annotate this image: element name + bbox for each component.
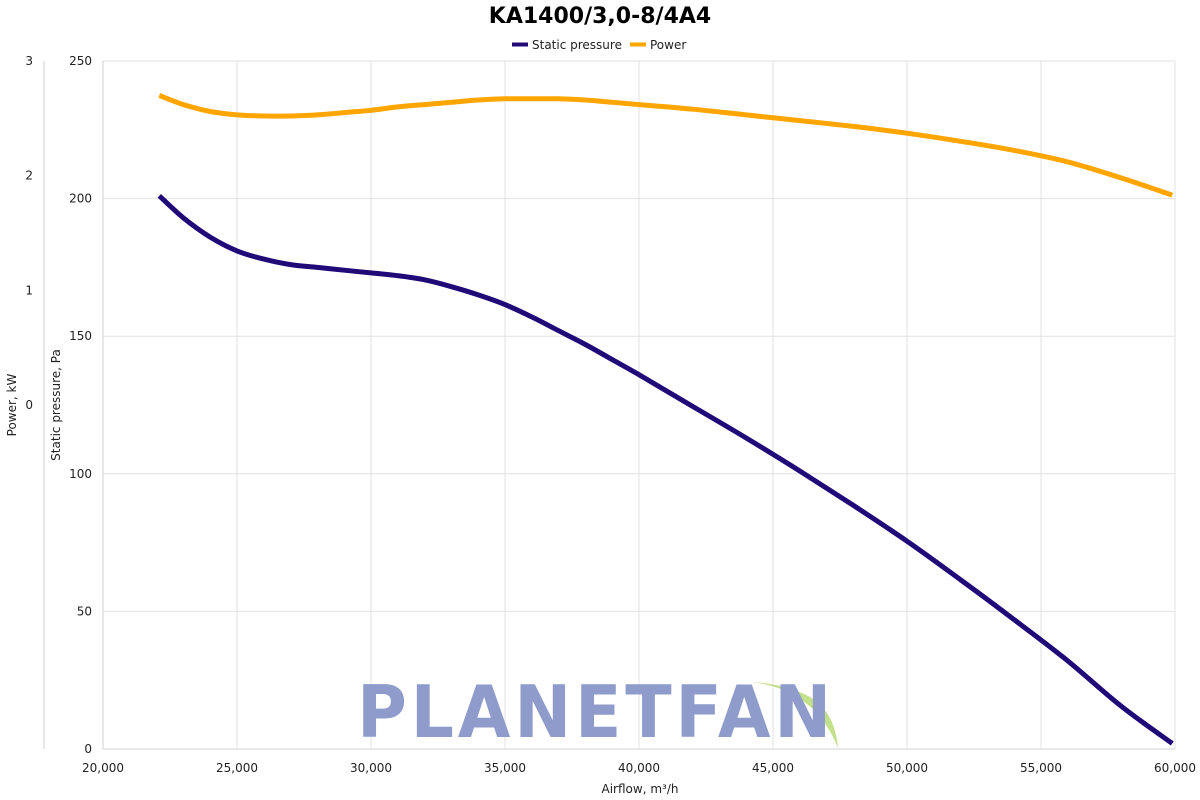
x-tick-label: 50,000	[886, 761, 928, 775]
legend: Static pressure Power	[512, 38, 686, 52]
power-tick-label: 2	[25, 169, 33, 183]
legend-label-static-pressure: Static pressure	[532, 38, 622, 52]
x-tick-label: 40,000	[618, 761, 660, 775]
x-tick-label: 60,000	[1154, 761, 1196, 775]
pressure-axis-label: Static pressure, Pa	[49, 349, 63, 461]
x-tick-label: 30,000	[350, 761, 392, 775]
grid	[102, 60, 1176, 750]
x-tick-label: 55,000	[1020, 761, 1062, 775]
axes: 20,000 25,000 30,000 35,000 40,000 45,000 50,0…	[25, 54, 1196, 775]
series-lines	[157, 93, 1174, 746]
series-line-power	[158, 93, 1174, 198]
x-tick-label: 45,000	[752, 761, 794, 775]
pressure-tick-label: 200	[69, 192, 92, 206]
power-axis-label: Power, kW	[5, 374, 19, 437]
x-axis-label: Airflow, m³/h	[602, 782, 679, 796]
planetfan-logo: PLANETFAN	[357, 670, 838, 754]
x-tick-label: 35,000	[484, 761, 526, 775]
x-tick-label: 20,000	[82, 761, 124, 775]
pressure-tick-label: 250	[69, 54, 92, 68]
series-line-static-pressure	[157, 193, 1174, 746]
pressure-tick-label: 150	[69, 329, 92, 343]
watermark-text: PLANETFAN	[357, 670, 835, 754]
power-tick-label: 0	[25, 398, 33, 412]
pressure-tick-label: 50	[77, 604, 92, 618]
chart-title: KA1400/3,0-8/4A4	[489, 4, 711, 29]
power-tick-label: 3	[25, 54, 33, 68]
power-tick-label: 1	[25, 283, 33, 297]
leaf-shape	[752, 682, 838, 748]
pressure-tick-label: 0	[84, 742, 92, 756]
pressure-tick-label: 100	[69, 467, 92, 481]
x-tick-label: 25,000	[216, 761, 258, 775]
legend-label-power: Power	[650, 38, 686, 52]
